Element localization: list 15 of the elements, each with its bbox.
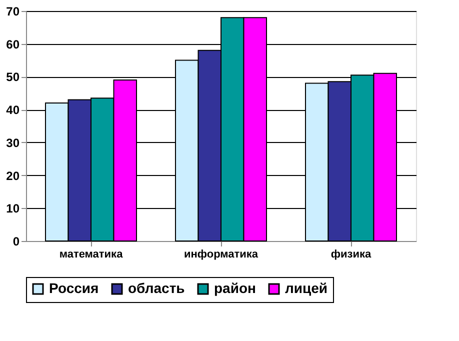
x-tick-label: информатика [184, 248, 259, 260]
legend-label: лицей [285, 280, 328, 296]
legend-label: Россия [49, 280, 99, 296]
y-tick-label: 0 [12, 234, 20, 248]
legend-label: район [214, 280, 256, 296]
x-tick-label: физика [330, 248, 372, 260]
y-tick-label: 70 [6, 4, 20, 18]
legend-label: область [128, 280, 186, 296]
y-tick-label: 40 [6, 103, 20, 118]
y-tick-label: 30 [6, 136, 20, 150]
y-tick-label: 60 [6, 37, 20, 52]
y-tick-label: 20 [6, 168, 20, 183]
y-tick-label: 50 [6, 70, 20, 84]
x-tick-label: математика [59, 248, 124, 260]
y-tick-label: 10 [6, 202, 20, 216]
